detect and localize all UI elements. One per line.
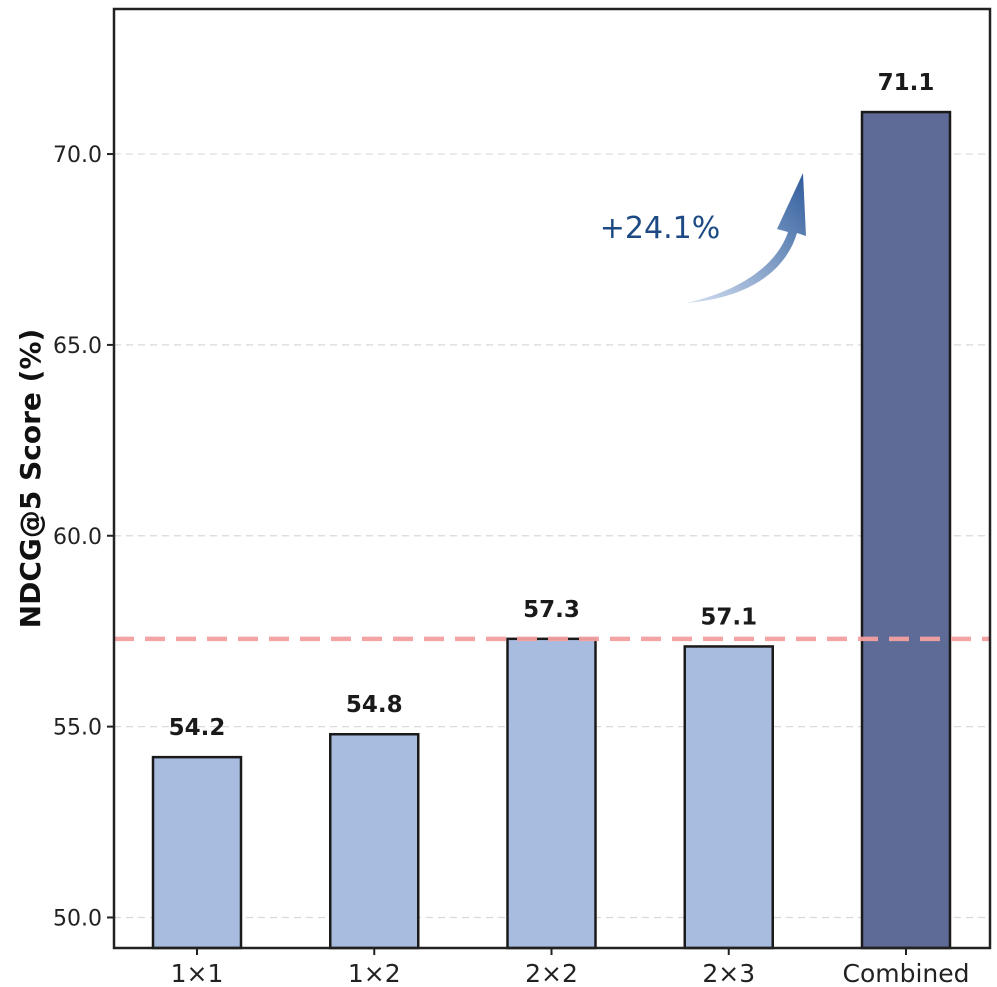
y-tick-label: 60.0 [53, 525, 102, 550]
y-axis-label: NDCG@5 Score (%) [14, 329, 47, 629]
y-tick-label: 50.0 [53, 906, 102, 931]
bar-value-label: 54.8 [346, 692, 403, 718]
x-tick-label: 1×1 [171, 959, 224, 987]
y-tick-label: 55.0 [53, 716, 102, 741]
bar-value-labels: 54.2 54.8 57.3 57.1 71.1 [169, 70, 935, 741]
bar [151, 755, 243, 950]
axis-ticks: 50.0 55.0 60.0 65.0 70.0 1×1 1×2 2×2 2×3 Combined [53, 143, 969, 987]
plot-frame [112, 7, 992, 950]
bar-value-label: 57.1 [700, 604, 757, 630]
bar-value-label: 71.1 [878, 70, 935, 96]
bar [860, 110, 952, 950]
x-tick-label: Combined [842, 959, 969, 987]
bar [683, 645, 774, 950]
x-tick-label: 2×3 [702, 959, 755, 987]
y-tick-label: 70.0 [53, 143, 102, 168]
x-tick-label: 2×2 [525, 959, 578, 987]
bar [506, 637, 597, 950]
bars [151, 110, 952, 950]
x-tick-label: 1×2 [348, 959, 401, 987]
bar-value-label: 54.2 [169, 715, 226, 741]
y-tick-label: 65.0 [53, 334, 102, 359]
improvement-annotation: +24.1% [600, 173, 806, 303]
bar-value-label: 57.3 [523, 597, 580, 623]
bar [329, 732, 420, 950]
improvement-text: +24.1% [600, 211, 720, 246]
